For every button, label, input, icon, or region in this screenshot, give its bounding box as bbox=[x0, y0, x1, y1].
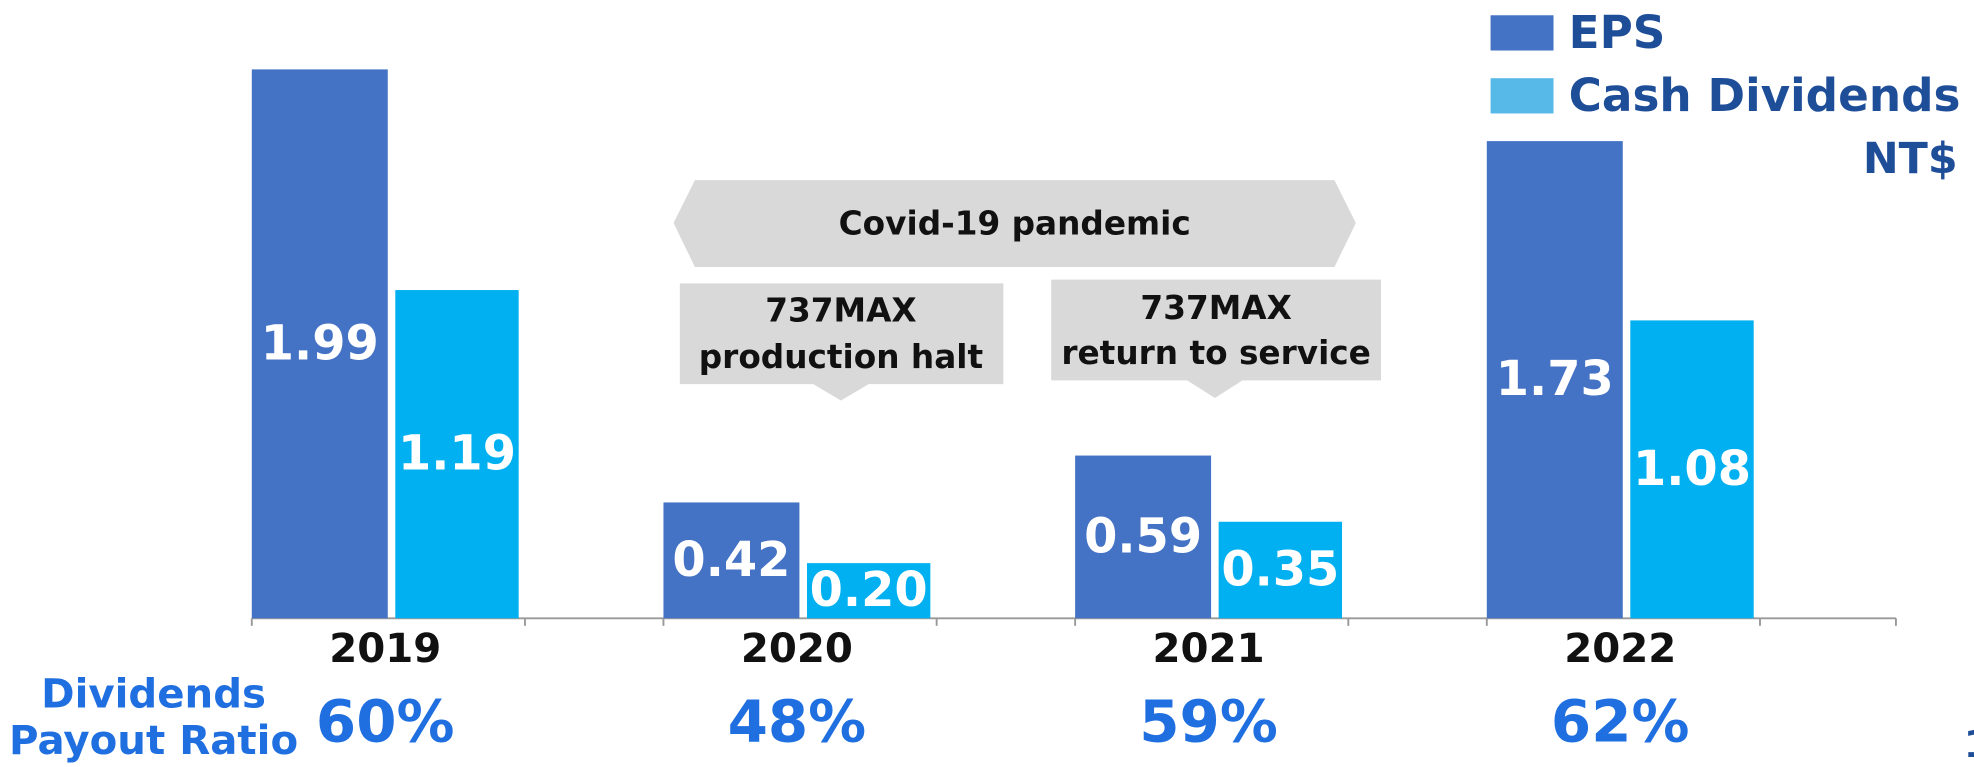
callout-line: return to service bbox=[1061, 334, 1371, 372]
x-tick-label: 2022 bbox=[1564, 626, 1676, 672]
payout-label: Payout Ratio bbox=[9, 718, 298, 764]
bar bbox=[1630, 320, 1754, 619]
payout-value: 59% bbox=[1139, 687, 1278, 755]
unit-label: NT$ bbox=[1863, 134, 1958, 184]
bar bbox=[663, 502, 800, 619]
covid-arrow bbox=[673, 180, 1356, 268]
data-label: 1.99 bbox=[261, 316, 379, 371]
bar bbox=[806, 563, 931, 619]
payout-value: 62% bbox=[1551, 687, 1690, 755]
bar bbox=[251, 69, 388, 619]
callout-line: production halt bbox=[699, 338, 983, 376]
arrow-label: Covid-19 pandemic bbox=[839, 205, 1191, 243]
data-label: 0.59 bbox=[1084, 509, 1202, 564]
x-tick-label: 2021 bbox=[1153, 626, 1265, 672]
callout-box bbox=[679, 283, 1004, 401]
legend-swatch bbox=[1490, 78, 1554, 114]
legend-label: Cash Dividends bbox=[1569, 69, 1961, 122]
x-tick-label: 2020 bbox=[741, 626, 853, 672]
legend-label: EPS bbox=[1569, 6, 1666, 59]
bar bbox=[395, 290, 519, 619]
payout-value: 48% bbox=[728, 687, 867, 755]
callout-box bbox=[1051, 279, 1382, 398]
page-number: 1 bbox=[1964, 722, 1974, 766]
payout-label: Dividends bbox=[41, 671, 266, 717]
callout-line: 737MAX bbox=[765, 291, 916, 329]
data-label: 1.73 bbox=[1496, 352, 1614, 407]
legend-swatch bbox=[1490, 15, 1554, 51]
x-tick-label: 2019 bbox=[329, 626, 441, 672]
data-label: 0.35 bbox=[1221, 543, 1339, 598]
data-label: 1.08 bbox=[1633, 442, 1751, 497]
callout-line: 737MAX bbox=[1140, 289, 1291, 327]
bar bbox=[1075, 455, 1212, 619]
data-label: 1.19 bbox=[398, 427, 516, 482]
data-label: 0.20 bbox=[810, 563, 928, 618]
payout-value: 60% bbox=[316, 687, 455, 755]
bar bbox=[1218, 521, 1343, 619]
data-label: 0.42 bbox=[672, 533, 790, 588]
bar bbox=[1486, 141, 1623, 619]
